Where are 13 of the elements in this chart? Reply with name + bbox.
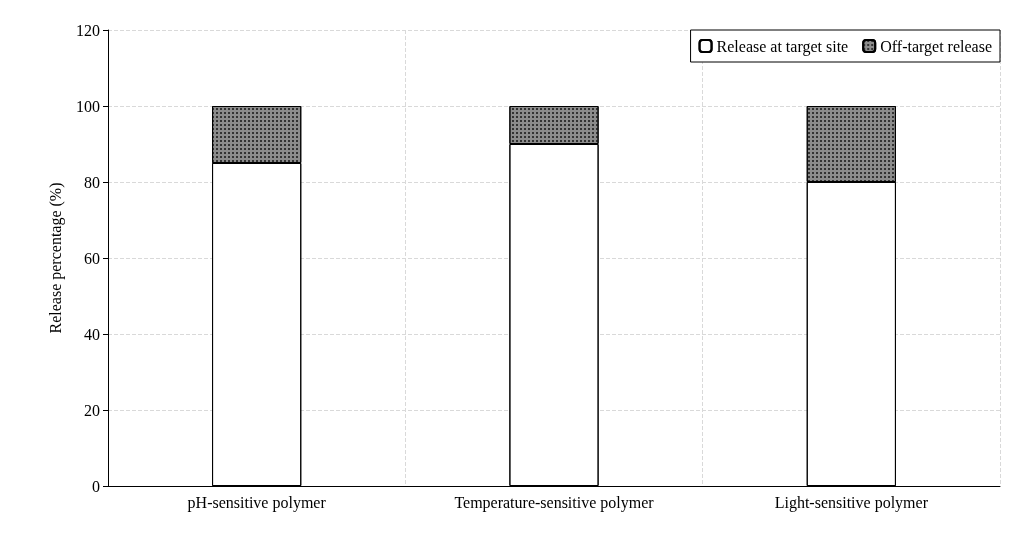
legend-label: Release at target site [716, 37, 849, 56]
y-tick-label: 60 [84, 249, 100, 267]
y-tick-label: 40 [84, 325, 100, 343]
x-tick-label: Temperature-sensitive polymer [454, 493, 655, 512]
y-tick-label: 0 [92, 477, 100, 495]
y-tick-label: 20 [84, 401, 100, 419]
y-tick-label: 80 [84, 173, 100, 191]
y-axis-title: Release percentage (%) [46, 182, 65, 334]
y-tick-label: 100 [76, 97, 100, 115]
legend-label: Off-target release [880, 37, 993, 56]
x-tick-label: pH-sensitive polymer [187, 493, 327, 512]
y-tick-label: 120 [76, 21, 100, 39]
x-tick-label: Light-sensitive polymer [774, 493, 929, 512]
